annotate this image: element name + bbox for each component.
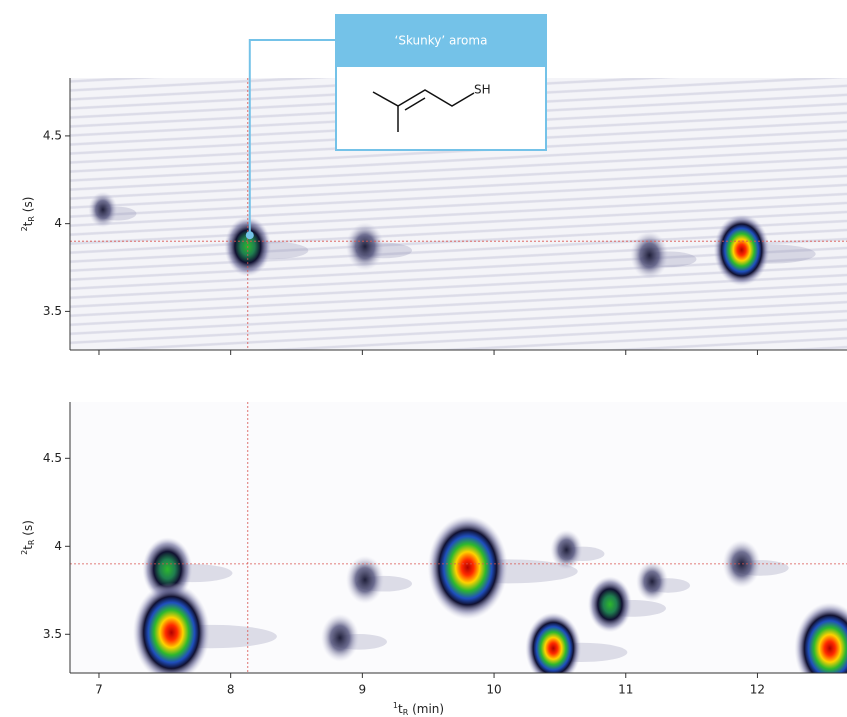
molecule-label: SH [474,83,491,97]
peak [794,602,847,673]
y-tick-label: 3.5 [43,304,62,318]
peak [630,231,669,280]
peak [427,515,508,620]
y-axis-label: 2tR (s) [20,197,36,232]
x-axis-label: 1tR (min) [393,701,444,717]
label-part: 1 [393,701,398,710]
peaks [132,515,847,673]
label-part: R [403,708,409,717]
peak [713,213,770,286]
y-tick-label: 4.5 [43,451,62,465]
peak [345,555,384,604]
label-part: (min) [408,702,444,716]
annotation-header [335,14,547,66]
label-part: t [398,702,403,716]
x-tick-label: 7 [95,683,103,697]
label-part: R [27,539,36,545]
molecule-double-bond [404,97,426,111]
peaks [88,191,816,286]
x-tick-label: 11 [618,683,633,697]
peak [320,613,359,662]
x-tick-label: 12 [750,683,765,697]
x-tick-label: 10 [486,683,501,697]
annotation-box [335,65,547,151]
label-part: t [21,545,35,550]
molecule [397,89,475,107]
x-tick-label: 8 [227,683,235,697]
y-tick-label: 4 [54,216,62,230]
peak [345,222,384,271]
peak [722,539,761,588]
peak [550,529,583,570]
label-part: t [21,221,35,226]
x-tick-label: 9 [359,683,367,697]
annotation-title: ‘Skunky’ aroma [395,34,488,48]
callout-dot [245,231,254,240]
y-tick-label: 3.5 [43,627,62,641]
peak [525,612,582,673]
peak [132,582,210,673]
y-tick-label: 4 [54,539,62,553]
peak [636,561,669,602]
callout-line [248,39,335,236]
peak [88,191,118,228]
label-part: (s) [21,520,35,539]
label-part: 2 [20,226,29,231]
peak [587,576,632,633]
label-part: (s) [21,197,35,216]
label-part: R [27,216,36,222]
y-tick-label: 4.5 [43,128,62,142]
label-part: 2 [20,550,29,555]
y-axis-label: 2tR (s) [20,520,36,555]
